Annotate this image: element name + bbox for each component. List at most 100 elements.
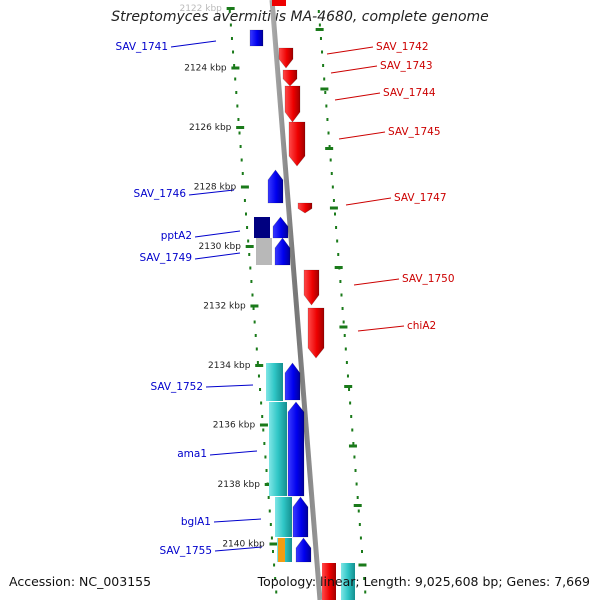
major-tick: [231, 66, 240, 70]
tick-mark: [361, 550, 363, 553]
callout-line: [345, 197, 392, 206]
gene-label-left: SAV_1752: [150, 381, 203, 393]
major-tick: [358, 563, 367, 567]
scale-label: 2122 kbp: [179, 4, 222, 14]
tick-mark: [260, 401, 263, 405]
tick-mark: [272, 550, 274, 553]
gene-sav1745: [288, 121, 306, 167]
tick-mark: [261, 415, 264, 418]
tick-mark: [352, 442, 355, 445]
tick-mark: [235, 91, 238, 94]
callout-line: [213, 518, 262, 523]
scale-label: 2126 kbp: [189, 123, 232, 133]
major-tick: [259, 423, 268, 427]
major-tick: [348, 444, 357, 448]
tick-mark: [343, 334, 346, 337]
gene-sav1750: [303, 269, 320, 306]
gene-sav1743: [282, 69, 298, 87]
callout-line: [194, 230, 241, 238]
callout-line: [214, 546, 263, 552]
tick-mark: [245, 212, 247, 216]
tick-mark: [325, 104, 328, 108]
tick-mark: [232, 50, 235, 54]
scale-label: 2124 kbp: [184, 64, 227, 74]
scale-label: 2130 kbp: [199, 242, 242, 252]
tick-mark: [332, 199, 335, 202]
tick-mark: [257, 374, 260, 378]
tick-mark: [348, 388, 351, 391]
accession-text: Accession: NC_003155: [9, 574, 152, 589]
tick-mark: [319, 37, 322, 40]
gene-label-left: SAV_1749: [139, 252, 192, 264]
gene-chiA2: [307, 307, 325, 359]
tick-mark: [340, 293, 343, 297]
gene-ama1: [287, 401, 305, 497]
gene-sav1744: [284, 85, 301, 123]
tick-mark: [269, 523, 272, 526]
scale-label: 2140 kbp: [222, 540, 265, 550]
tick-mark: [335, 226, 338, 229]
tick-mark: [327, 131, 330, 135]
major-tick: [240, 185, 249, 189]
gene-sav1747: [297, 202, 313, 214]
callout-line: [334, 92, 381, 101]
tick-mark: [268, 509, 271, 513]
tick-mark: [317, 10, 320, 13]
gene-label-right: SAV_1747: [394, 192, 447, 204]
major-tick: [353, 504, 362, 507]
major-tick: [264, 483, 273, 486]
operon-box-sav1755-accent: [278, 538, 285, 562]
tick-mark: [364, 590, 367, 594]
major-tick: [236, 126, 245, 129]
scale-ticks-left: [226, 7, 278, 594]
scale-ticks-right: [315, 10, 367, 594]
scale-label: 2128 kbp: [194, 183, 237, 193]
callout-line: [357, 325, 405, 332]
tick-mark: [336, 239, 339, 243]
callout-line: [330, 65, 378, 74]
tick-mark: [262, 428, 265, 432]
tick-mark: [255, 347, 258, 351]
tick-mark: [357, 509, 360, 513]
gene-bottom-edge-red: [322, 563, 336, 600]
tick-mark: [237, 118, 240, 121]
tick-mark: [240, 158, 243, 162]
tick-mark: [253, 320, 256, 324]
tick-mark: [252, 307, 255, 310]
callout-line: [338, 131, 386, 140]
tick-mark: [339, 280, 342, 283]
tick-mark: [274, 577, 277, 580]
callout-line: [353, 278, 400, 286]
tick-mark: [248, 253, 251, 256]
major-tick: [344, 385, 353, 388]
scale-label: 2136 kbp: [213, 421, 256, 431]
tick-mark: [342, 320, 345, 324]
gene-bottom-edge-cyan: [341, 563, 355, 600]
tick-mark: [359, 536, 362, 540]
tick-mark: [264, 455, 267, 459]
callout-line: [188, 189, 235, 196]
tick-mark: [254, 334, 257, 337]
callout-line: [326, 46, 374, 55]
tick-mark: [259, 388, 262, 391]
tick-mark: [263, 442, 266, 445]
tick-mark: [273, 563, 276, 567]
major-tick: [339, 325, 348, 329]
tick-mark: [323, 77, 326, 81]
major-tick: [315, 28, 324, 31]
gene-label-left: SAV_1746: [133, 188, 186, 200]
tick-mark: [247, 239, 250, 243]
operon-box-sav1749: [256, 238, 272, 265]
gene-sav1749-arrow: [274, 237, 291, 266]
callout-line: [194, 252, 241, 260]
tick-mark: [328, 145, 331, 148]
genome-backbone: [269, 0, 323, 600]
tick-mark: [246, 226, 249, 229]
tick-mark: [330, 172, 333, 175]
gene-sav1742: [278, 47, 294, 69]
gene-label-left: pptA2: [161, 230, 192, 242]
tick-mark: [321, 50, 324, 54]
tick-mark: [275, 590, 278, 594]
major-tick: [334, 266, 343, 269]
tick-mark: [337, 253, 340, 256]
